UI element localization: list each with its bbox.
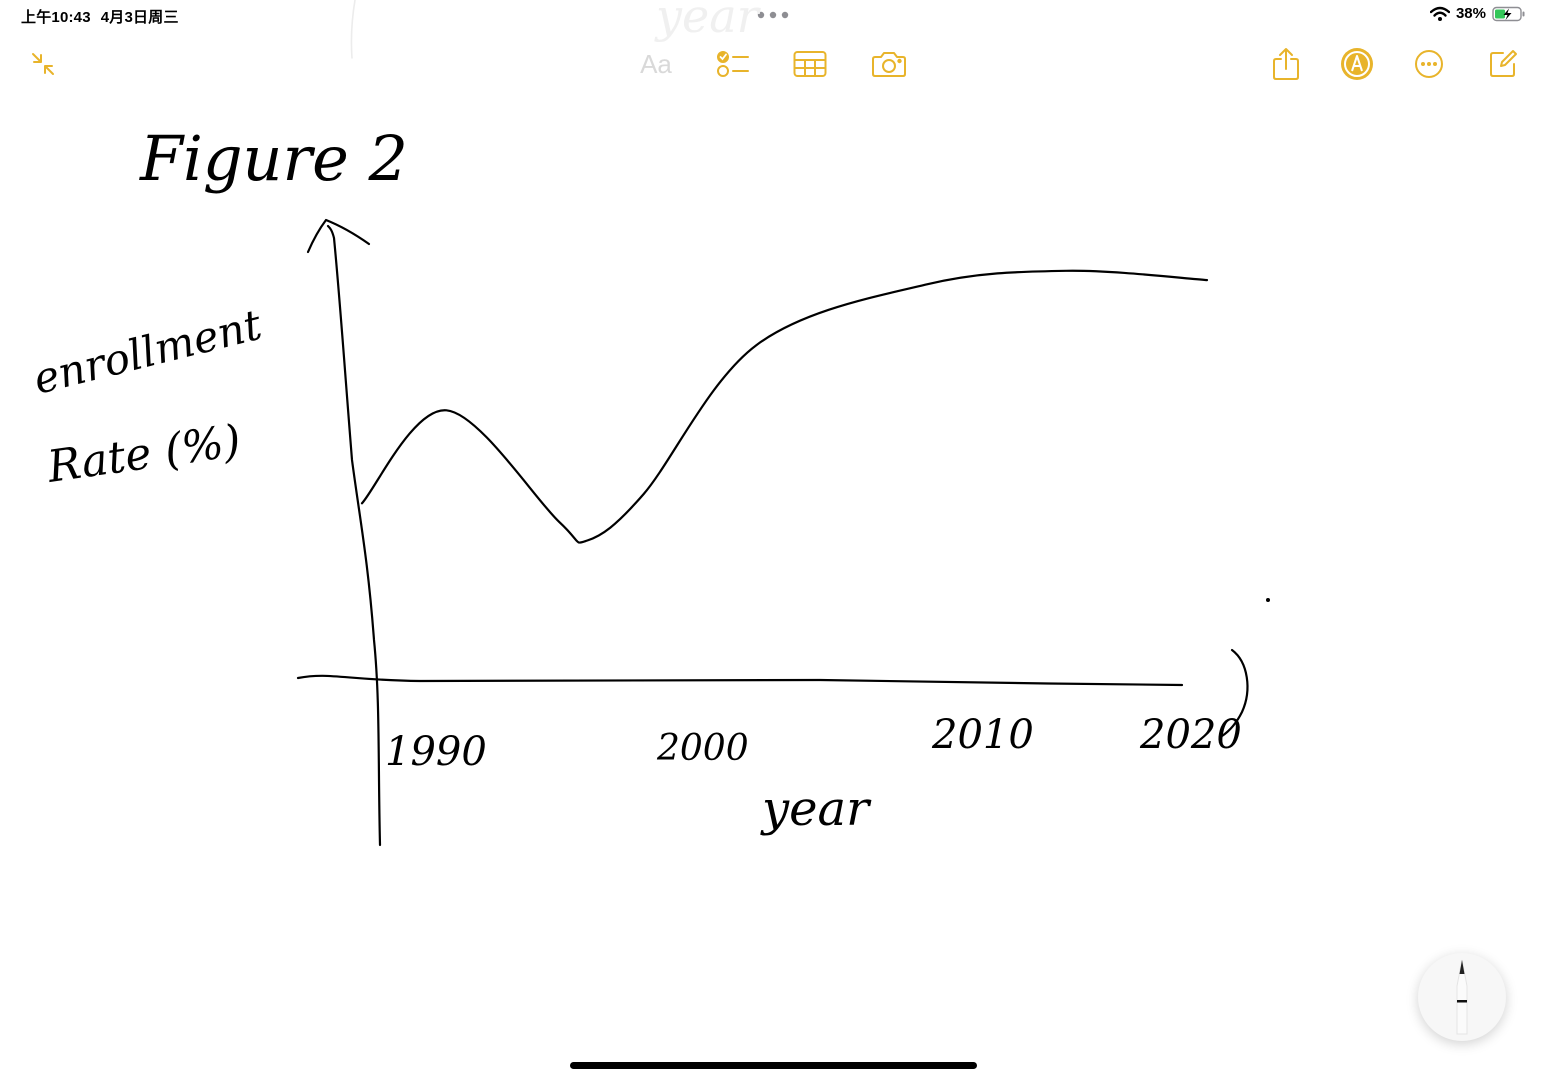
pencil-tool-button[interactable] — [1418, 953, 1506, 1041]
figure-title: Figure 2 — [139, 122, 408, 195]
y-axis-line — [326, 224, 382, 847]
stray-dot — [1266, 598, 1270, 602]
compose-button[interactable] — [1483, 44, 1523, 84]
more-ellipsis-icon — [1415, 50, 1443, 78]
markup-button[interactable] — [1337, 44, 1377, 84]
x-tick-label-2020: 2020 — [1139, 712, 1242, 758]
collapse-button[interactable] — [24, 46, 62, 82]
camera-button[interactable] — [868, 44, 910, 84]
multitasking-dots-icon[interactable] — [757, 11, 789, 19]
ghost-text: year — [654, 0, 762, 43]
more-button[interactable] — [1409, 44, 1449, 84]
markup-pen-circle-icon — [1341, 48, 1373, 80]
camera-icon — [872, 52, 906, 77]
format-button[interactable]: Aa — [632, 44, 680, 84]
x-tick-label-1990: 1990 — [385, 729, 487, 775]
home-indicator[interactable] — [570, 1062, 977, 1069]
bracket-stroke — [1220, 648, 1249, 738]
share-icon — [1273, 48, 1299, 80]
x-tick-label-2010: 2010 — [931, 712, 1034, 758]
y-axis-label-line1: enrollment — [29, 300, 267, 404]
status-indicators: 38% — [1429, 5, 1526, 22]
battery-charging-icon — [1492, 6, 1525, 21]
format-label: Aa — [640, 48, 672, 79]
battery-percent: 38% — [1455, 5, 1486, 22]
pencil-icon — [1456, 959, 1468, 1035]
status-time: 上午10:43 4月3日周三 — [21, 6, 179, 27]
compose-note-icon — [1490, 50, 1517, 77]
data-line-series — [360, 269, 1209, 544]
status-date: 4月3日周三 — [100, 9, 179, 26]
share-button[interactable] — [1266, 44, 1306, 84]
checklist-icon — [717, 51, 749, 77]
collapse-arrows-icon — [32, 53, 54, 75]
status-clock: 上午10:43 — [21, 9, 91, 26]
y-axis-arrow — [306, 218, 371, 254]
status-bar: 上午10:43 4月3日周三 38% — [0, 0, 1546, 32]
checklist-button[interactable] — [712, 44, 754, 84]
x-axis-label: year — [760, 781, 872, 837]
x-tick-label-2000: 2000 — [656, 728, 749, 769]
wifi-icon — [1429, 6, 1450, 21]
ghost-stroke — [350, 0, 356, 59]
table-button[interactable] — [790, 44, 830, 84]
table-icon — [793, 51, 827, 77]
y-axis-label-line2: Rate (%) — [43, 415, 243, 493]
x-axis-line — [296, 674, 1184, 687]
